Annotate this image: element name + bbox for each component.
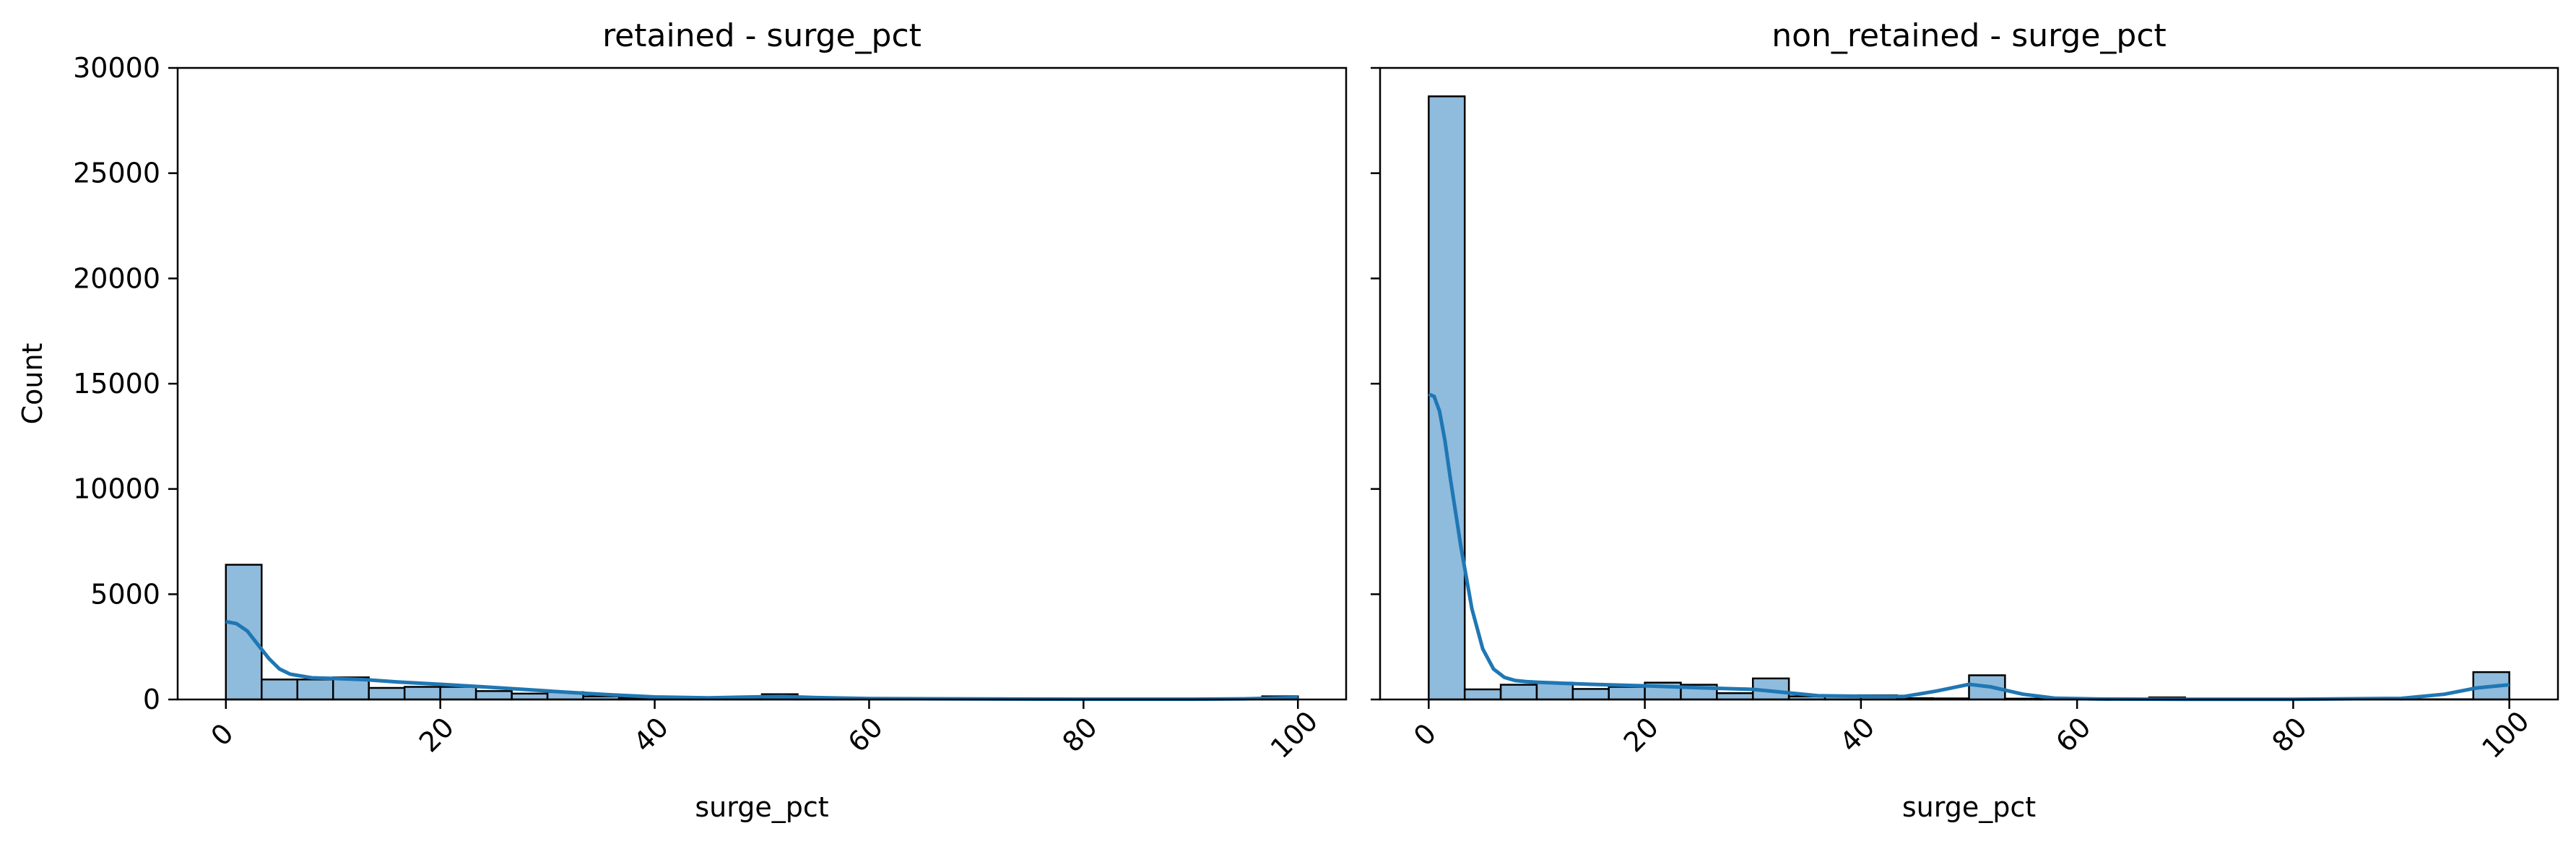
histogram-bar xyxy=(1463,688,1502,701)
y-axis-ticks: 0 5000 10000 15000 20000 25000 30000 xyxy=(73,52,178,715)
y-axis-label: Count xyxy=(17,343,48,425)
histogram-bar xyxy=(1499,684,1538,701)
histogram-bar xyxy=(261,679,299,701)
histogram-bar xyxy=(225,564,263,701)
chart-title: non_retained - surge_pct xyxy=(1771,17,2167,54)
chart-title: retained - surge_pct xyxy=(602,17,921,54)
histogram-bar xyxy=(439,686,477,701)
histogram-bar xyxy=(403,686,441,701)
histogram-bar xyxy=(1716,692,1754,701)
y-tick-label: 5000 xyxy=(90,578,160,610)
subplot-retained: retained - surge_pct 0 20 40 60 80 100 050001… xyxy=(17,17,1348,823)
y-tick-label: 25000 xyxy=(73,158,160,189)
x-axis-label: surge_pct xyxy=(1902,791,2036,823)
y-tick-label: 20000 xyxy=(73,262,160,294)
y-tick-label: 0 xyxy=(143,684,160,715)
histogram-bar xyxy=(296,679,334,701)
y-tick-label: 15000 xyxy=(73,368,160,400)
histogram-bar xyxy=(1571,688,1610,701)
histogram-bar xyxy=(474,690,513,701)
x-axis-label: surge_pct xyxy=(695,791,828,823)
y-tick-label: 10000 xyxy=(73,473,160,505)
histogram-bar xyxy=(368,686,406,701)
y-axis-ticks xyxy=(1371,66,1380,701)
y-tick-label: 30000 xyxy=(73,52,160,84)
histogram-bar xyxy=(1608,686,1646,701)
